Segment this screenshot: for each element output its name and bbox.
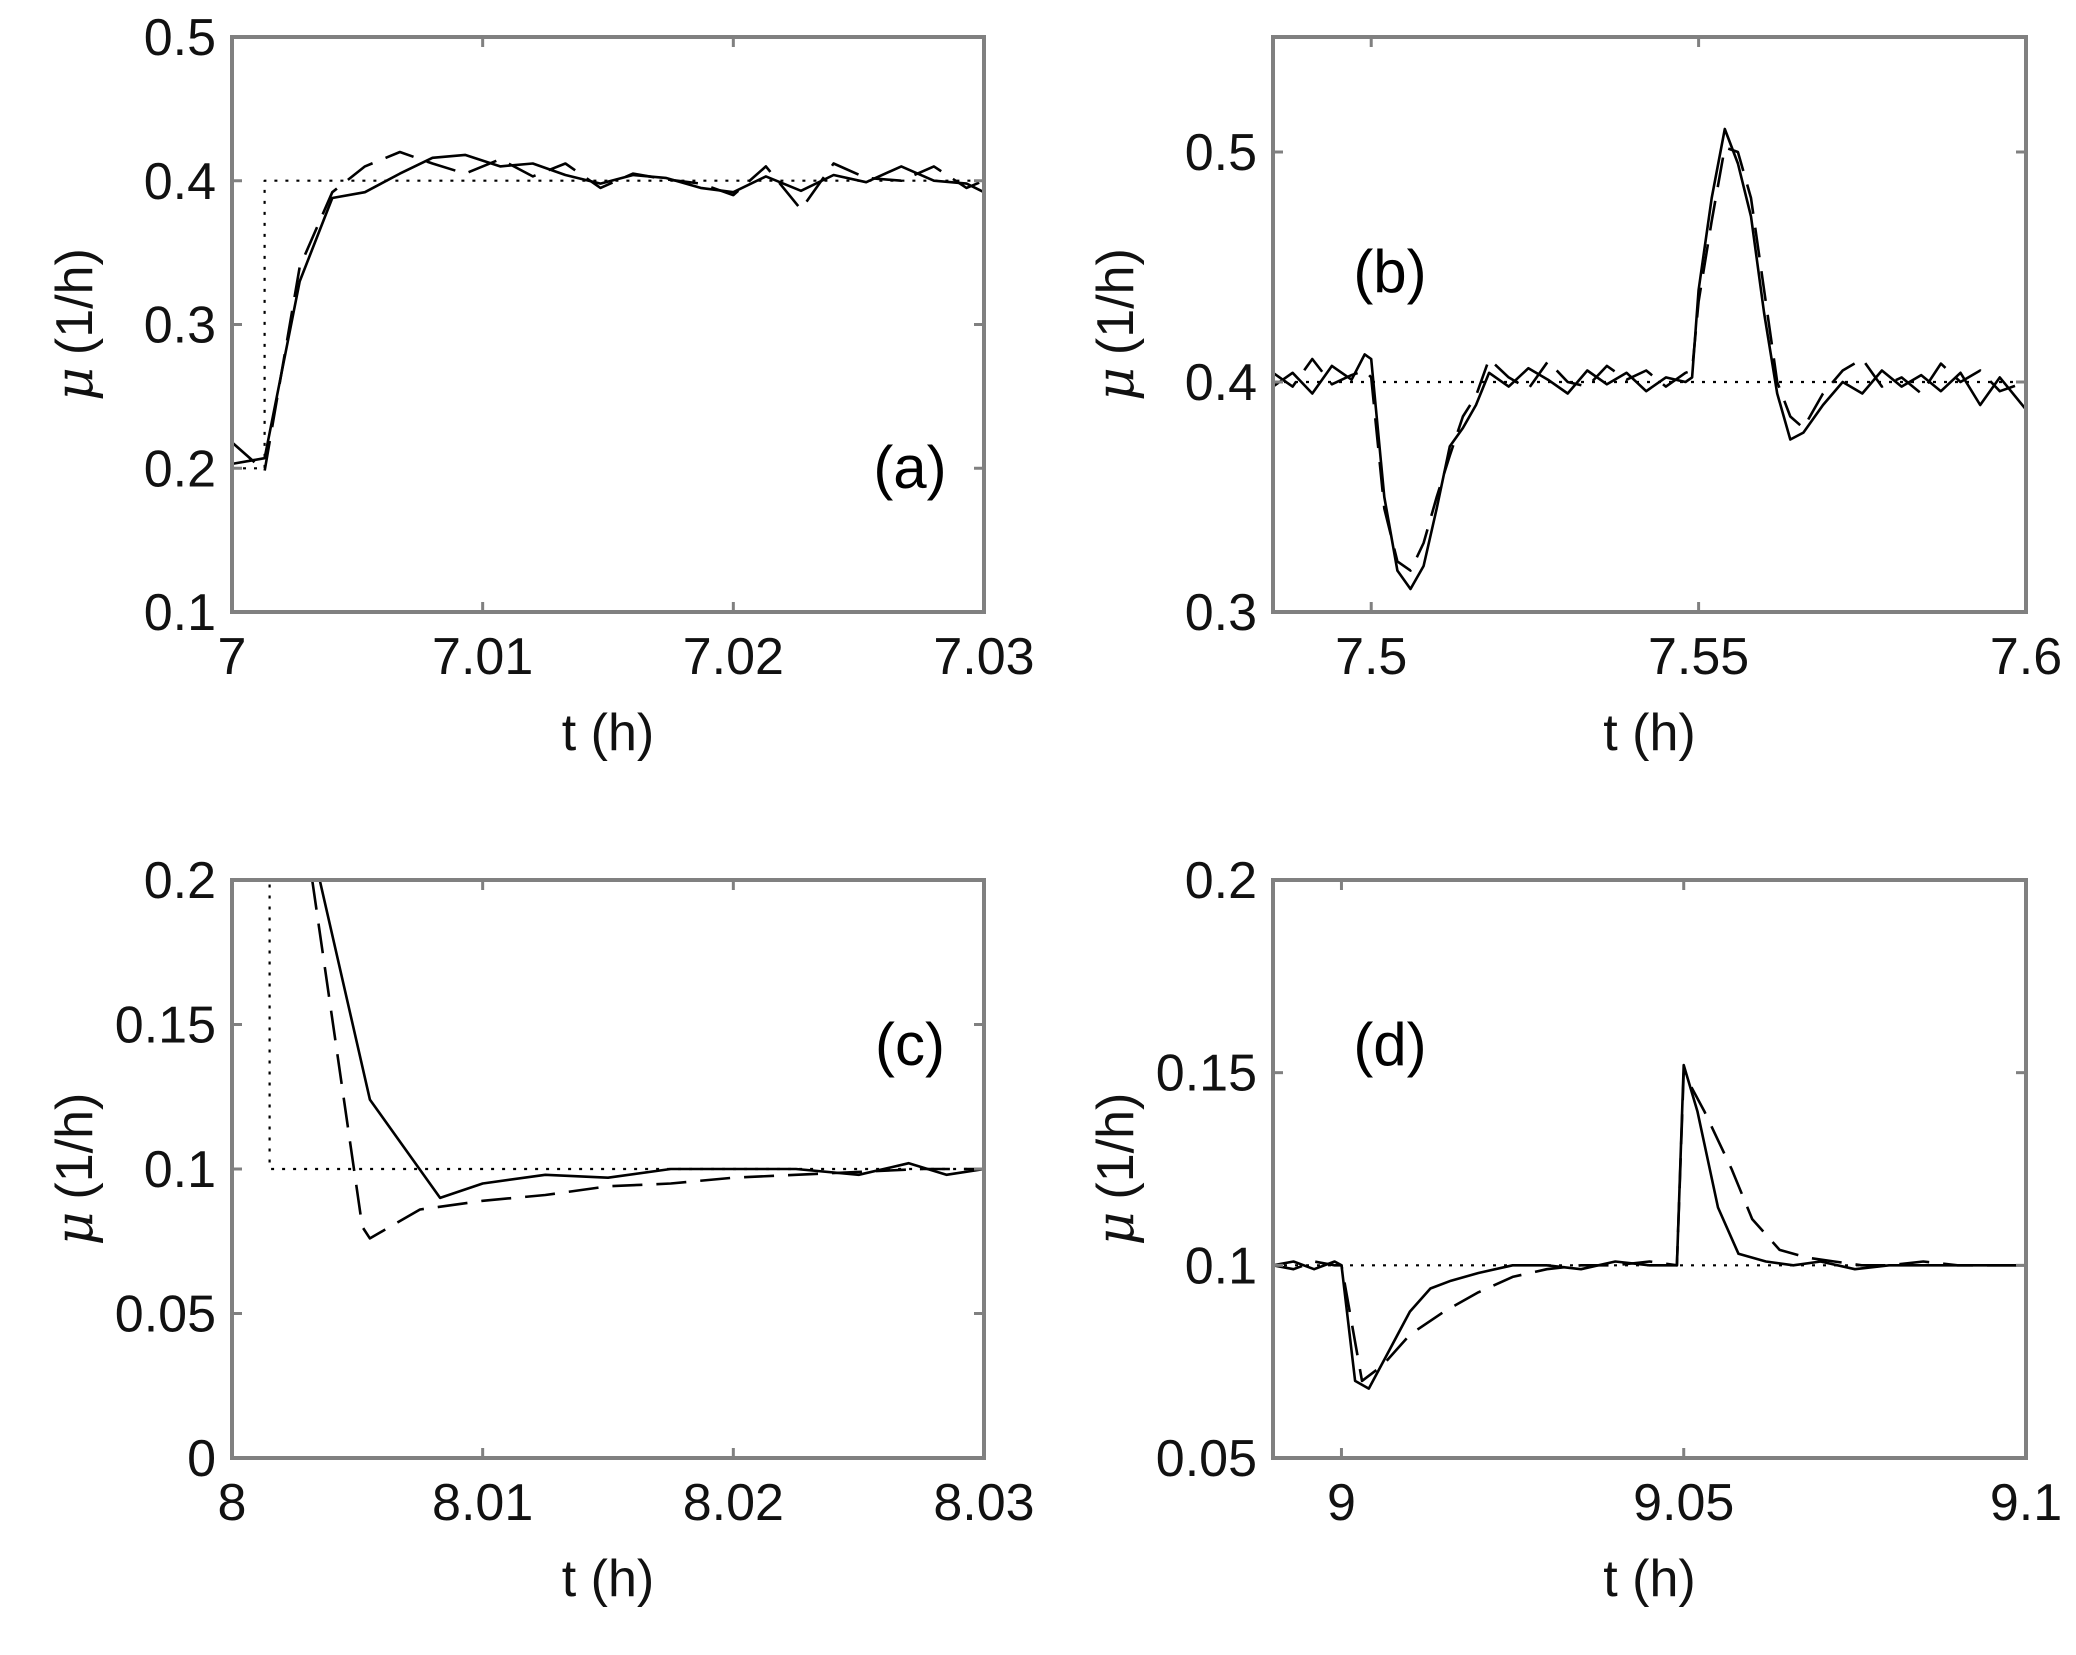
x-tick-label: 9.05 (1633, 1474, 1734, 1532)
y-axis-symbol: μ (1086, 367, 1146, 401)
y-axis-symbol: μ (45, 1212, 105, 1246)
y-tick-label: 0.4 (1185, 354, 1257, 412)
y-axis-label: μ (1/h) (45, 1093, 105, 1246)
x-tick-label: 7.02 (683, 628, 784, 686)
panel-a: 7 7.01 7.02 7.03 0.1 0.2 0.3 0.4 0.5 t (h) μ (1/h) (… (45, 9, 1035, 762)
x-tick-label: 7 (218, 628, 247, 686)
panel-label: (d) (1353, 1011, 1426, 1078)
series-reference-line (232, 179, 984, 470)
y-tick-label: 0 (187, 1430, 216, 1488)
x-tick-label: 9.1 (1990, 1474, 2062, 1532)
x-tick-label: 8.01 (432, 1474, 533, 1532)
y-tick-label: 0.15 (115, 997, 216, 1055)
y-axis-unit: (1/h) (46, 248, 104, 355)
y-axis-unit: (1/h) (1087, 1093, 1145, 1200)
y-tick-label: 0.4 (144, 153, 216, 211)
y-axis-symbol: μ (1086, 1212, 1146, 1246)
series-dashed-line (1273, 1071, 2026, 1383)
panel-d: 9 9.05 9.1 0.05 0.1 0.15 0.2 t (h) μ (1/h) (d) (1086, 852, 2062, 1608)
panel-c: 8 8.01 8.02 8.03 0 0.05 0.1 0.15 0.2 t (h) μ (1/h) (… (45, 852, 1035, 1608)
x-axis-label: t (h) (562, 1550, 654, 1608)
x-tick-label: 8.03 (933, 1474, 1034, 1532)
plot-frame (1271, 878, 2028, 1460)
y-tick-label: 0.1 (1185, 1237, 1257, 1295)
y-tick-label: 0.15 (1156, 1045, 1257, 1103)
y-tick-label: 0.2 (144, 852, 216, 910)
x-tick-label: 7.01 (432, 628, 533, 686)
y-tick-label: 0.1 (144, 1141, 216, 1199)
y-axis-unit: (1/h) (46, 1093, 104, 1200)
series-solid-line (318, 880, 984, 1200)
plot-frame (230, 878, 986, 1460)
panel-b: 7.5 7.55 7.6 0.3 0.4 0.5 t (h) μ (1/h) (b) (1086, 35, 2062, 762)
y-tick-label: 0.05 (1156, 1430, 1257, 1488)
series-dashed-line (310, 880, 984, 1240)
x-tick-label: 8 (218, 1474, 247, 1532)
series-solid-line (1273, 127, 2026, 591)
y-tick-label: 0.05 (115, 1286, 216, 1344)
y-tick-label: 0.1 (144, 584, 216, 642)
plot-frame (1271, 35, 2028, 614)
y-tick-label: 0.5 (144, 9, 216, 67)
x-tick-label: 7.03 (933, 628, 1034, 686)
x-axis-label: t (h) (1603, 1550, 1695, 1608)
series-dashed-line (1273, 146, 2026, 572)
x-tick-label: 8.02 (683, 1474, 784, 1532)
x-tick-label: 7.55 (1648, 628, 1749, 686)
panel-label: (b) (1353, 238, 1426, 305)
y-tick-label: 0.5 (1185, 124, 1257, 182)
panel-label: (c) (875, 1011, 945, 1078)
y-axis-label: μ (1/h) (45, 248, 105, 401)
y-axis-unit: (1/h) (1087, 248, 1145, 355)
x-tick-label: 7.5 (1335, 628, 1407, 686)
series-solid-line (1273, 1063, 2026, 1390)
x-axis-label: t (h) (1603, 704, 1695, 762)
x-tick-label: 7.6 (1990, 628, 2062, 686)
x-tick-label: 9 (1327, 1474, 1356, 1532)
y-tick-label: 0.3 (144, 297, 216, 355)
series-dashed-line (232, 150, 984, 473)
panel-label: (a) (873, 434, 946, 501)
y-axis-symbol: μ (45, 367, 105, 401)
y-tick-label: 0.2 (144, 440, 216, 498)
series-solid-line (232, 153, 984, 466)
plot-frame (230, 35, 986, 614)
x-axis-label: t (h) (562, 704, 654, 762)
y-tick-label: 0.2 (1185, 852, 1257, 910)
y-axis-label: μ (1/h) (1086, 248, 1146, 401)
y-tick-label: 0.3 (1185, 584, 1257, 642)
y-axis-label: μ (1/h) (1086, 1093, 1146, 1246)
